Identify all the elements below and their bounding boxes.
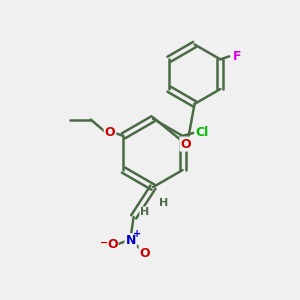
Text: O: O xyxy=(105,126,115,140)
Text: +: + xyxy=(133,229,141,239)
Text: H: H xyxy=(140,207,150,218)
Text: −: − xyxy=(100,238,108,248)
Text: F: F xyxy=(232,50,241,63)
Text: Cl: Cl xyxy=(195,126,208,140)
Text: O: O xyxy=(180,138,191,151)
Text: O: O xyxy=(107,238,118,251)
Text: N: N xyxy=(125,234,136,247)
Text: O: O xyxy=(140,247,150,260)
Text: H: H xyxy=(159,199,168,208)
